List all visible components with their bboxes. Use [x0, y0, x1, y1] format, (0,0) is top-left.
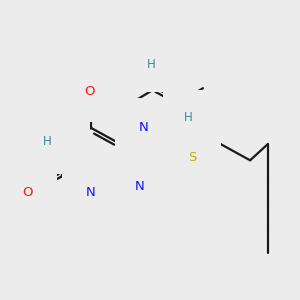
Text: N: N: [86, 186, 96, 199]
Text: O: O: [84, 85, 95, 98]
Text: H: H: [43, 135, 51, 148]
Text: H: H: [147, 58, 156, 71]
Text: N: N: [135, 180, 145, 193]
Text: N: N: [57, 138, 67, 151]
Text: N: N: [139, 122, 149, 134]
Text: H: H: [184, 111, 193, 124]
Text: S: S: [188, 151, 197, 164]
Text: O: O: [22, 186, 33, 199]
